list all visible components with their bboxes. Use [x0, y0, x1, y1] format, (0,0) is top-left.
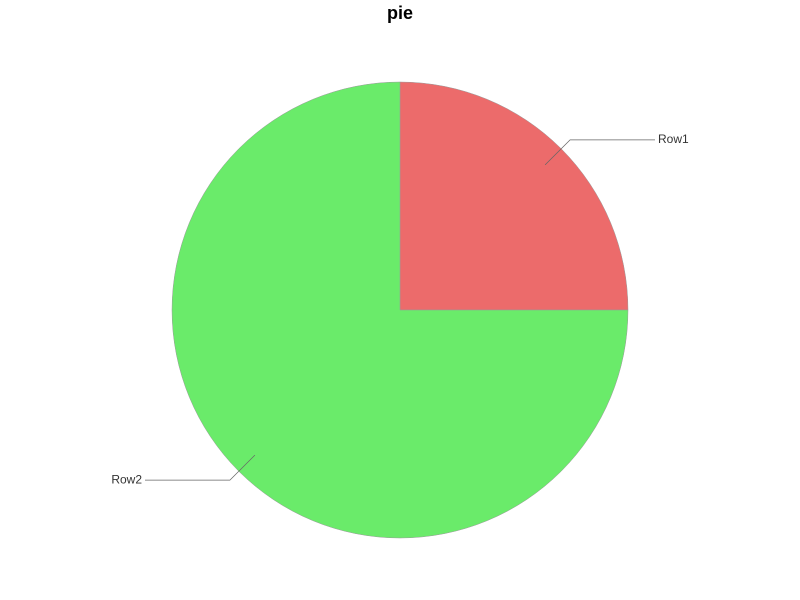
chart-title: pie: [387, 3, 413, 23]
slice-label: Row2: [111, 472, 142, 486]
leader-line: [145, 454, 256, 481]
slice-label: Row1: [658, 132, 689, 146]
leader-line: [544, 139, 655, 166]
pie-slice: [399, 81, 629, 311]
